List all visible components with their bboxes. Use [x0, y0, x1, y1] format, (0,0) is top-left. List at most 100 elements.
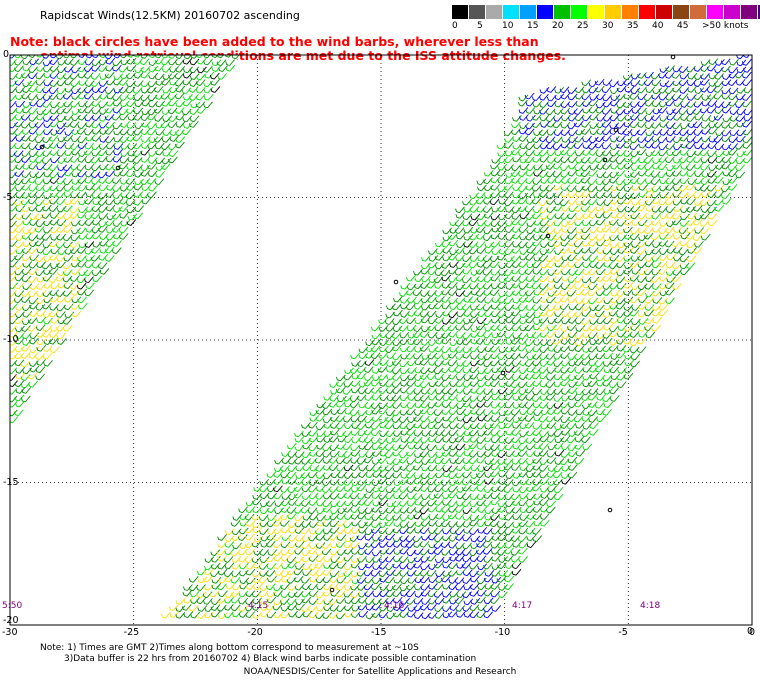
- wind-barb: [553, 255, 564, 262]
- wind-barb: [518, 135, 529, 142]
- wind-barb: [28, 72, 38, 80]
- wind-barb: [728, 170, 738, 178]
- wind-barb: [49, 184, 60, 192]
- wind-barb: [91, 232, 102, 240]
- wind-barb: [447, 289, 458, 296]
- wind-barb: [10, 220, 17, 228]
- wind-barb: [588, 297, 598, 305]
- wind-barb: [97, 65, 108, 72]
- wind-barb: [21, 156, 31, 163]
- wind-barb: [552, 162, 563, 170]
- wind-barb: [63, 303, 74, 311]
- wind-barb: [34, 178, 45, 186]
- wind-barb: [48, 135, 59, 142]
- wind-barb: [553, 282, 564, 290]
- wind-barb: [540, 121, 550, 128]
- wind-barb: [216, 59, 227, 67]
- wind-barb: [449, 303, 460, 311]
- wind-barb: [574, 268, 585, 276]
- wind-barb: [468, 247, 479, 255]
- wind-barb: [91, 135, 102, 142]
- wind-barb: [538, 255, 549, 262]
- wind-barb: [126, 72, 136, 80]
- wind-barb: [154, 115, 164, 122]
- pass-time-label: 4:16: [384, 601, 405, 611]
- wind-barb: [483, 184, 494, 192]
- wind-barb: [665, 65, 675, 73]
- wind-barb: [686, 156, 696, 163]
- wind-barb: [189, 66, 200, 74]
- wind-barb: [699, 220, 710, 227]
- wind-barb: [111, 247, 122, 254]
- wind-barb: [469, 255, 480, 262]
- wind-barb: [630, 227, 641, 235]
- wind-barb: [71, 296, 82, 304]
- wind-barb: [42, 185, 53, 193]
- wind-barb: [678, 156, 689, 164]
- wind-barb: [644, 177, 655, 185]
- wind-barb: [692, 247, 703, 254]
- wind-barb: [140, 80, 151, 88]
- wind-barb: [490, 176, 501, 184]
- wind-barb: [442, 247, 453, 254]
- wind-barb: [566, 282, 577, 290]
- wind-barb: [616, 142, 626, 149]
- wind-barb: [679, 255, 690, 263]
- wind-barb: [651, 212, 662, 220]
- wind-barb: [189, 58, 200, 66]
- wind-barb: [622, 101, 633, 108]
- wind-barb: [99, 128, 109, 135]
- wind-barb: [449, 219, 460, 227]
- wind-barb: [601, 149, 612, 157]
- wind-barb: [10, 240, 18, 247]
- wind-barb: [616, 311, 626, 318]
- wind-barb: [496, 142, 507, 150]
- wind-barb: [48, 93, 59, 101]
- wind-barb: [113, 73, 124, 81]
- wind-barb: [665, 288, 675, 296]
- wind-barb: [470, 275, 480, 283]
- wind-barb: [29, 171, 40, 179]
- wind-barb: [162, 129, 173, 137]
- footnotes: Note: 1) Times are GMT 2)Times along bot…: [40, 643, 476, 665]
- wind-barb: [104, 114, 115, 121]
- wind-barb: [14, 199, 24, 207]
- wind-barb: [617, 205, 627, 213]
- wind-barb: [602, 100, 613, 108]
- wind-barb: [595, 234, 606, 241]
- wind-barb: [582, 254, 592, 261]
- wind-barb: [91, 184, 102, 191]
- wind-barb: [126, 107, 136, 115]
- wind-barb: [525, 107, 536, 114]
- wind-barb: [448, 311, 458, 319]
- wind-barb: [71, 254, 82, 262]
- wind-barb: [511, 289, 522, 296]
- wind-barb: [650, 178, 661, 186]
- legend-swatch: [741, 5, 757, 19]
- wind-barb: [637, 121, 647, 128]
- wind-barb: [484, 310, 494, 318]
- wind-barb: [673, 226, 683, 234]
- wind-barb: [470, 269, 481, 276]
- wind-barb: [616, 282, 627, 290]
- wind-barb: [10, 268, 18, 276]
- wind-barb: [631, 198, 642, 206]
- wind-barb: [112, 185, 122, 192]
- wind-barb: [631, 184, 642, 191]
- wind-barb: [692, 205, 703, 212]
- wind-barb: [434, 290, 445, 297]
- wind-barb: [218, 65, 228, 72]
- wind-barb: [686, 226, 696, 234]
- wind-barb: [699, 199, 710, 207]
- wind-barb: [168, 58, 178, 66]
- wind-barb: [610, 87, 620, 95]
- wind-barb: [533, 169, 543, 177]
- wind-barb: [56, 226, 67, 233]
- wind-barb: [104, 255, 115, 262]
- wind-barb: [14, 311, 25, 319]
- wind-barb: [687, 178, 698, 186]
- wind-barb: [518, 241, 528, 249]
- wind-barb: [741, 59, 752, 66]
- wind-barb: [567, 311, 578, 319]
- wind-barb: [28, 184, 39, 192]
